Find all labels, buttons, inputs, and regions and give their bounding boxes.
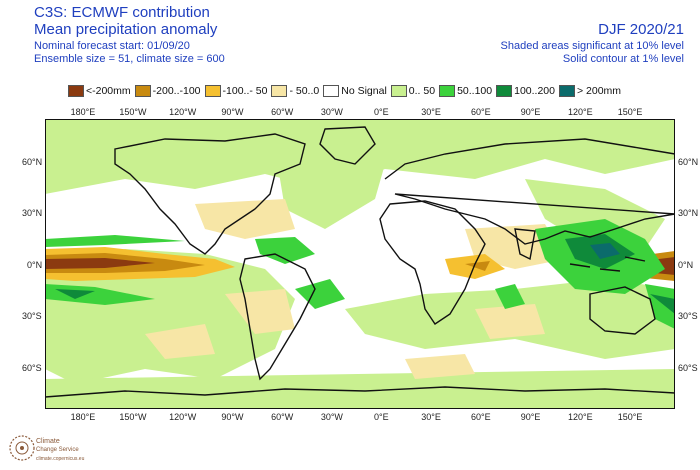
tick-label: 0°E [374, 412, 389, 422]
legend: <-200mm -200..-100 -100..- 50 - 50..0 No Sig… [68, 82, 625, 100]
legend-swatch [68, 85, 84, 97]
tick-label: 30°N [22, 208, 43, 219]
tick-label: 30°N [678, 208, 699, 219]
tick-label: 60°W [271, 412, 294, 422]
anomaly-shading [45, 119, 675, 409]
tick-label: 30°S [678, 311, 698, 322]
tick-label: 0°E [374, 107, 389, 117]
tick-label: 60°W [271, 107, 294, 117]
tick-label: 90°W [221, 107, 244, 117]
tick-label: 60°E [471, 412, 491, 422]
coastlines [45, 126, 675, 398]
legend-label: -200..-100 [152, 85, 201, 97]
legend-label: 100..200 [514, 85, 555, 97]
legend-swatch [134, 85, 151, 97]
legend-item: > 200mm [558, 85, 622, 97]
subtitle: Mean precipitation anomaly [34, 21, 218, 38]
tick-label: 0°N [27, 259, 43, 270]
legend-item: <-200mm [68, 85, 131, 97]
legend-label: -100..- 50 [222, 85, 268, 97]
legend-item: - 50..0 [271, 85, 319, 97]
contour-note: Solid contour at 1% level [562, 53, 684, 65]
legend-swatch [439, 85, 456, 97]
tick-label: 150°W [119, 107, 147, 117]
tick-label: 60°N [678, 156, 699, 167]
tick-label: 150°E [617, 107, 643, 117]
tick-label: 150°W [119, 412, 147, 422]
legend-item: 0.. 50 [390, 85, 436, 97]
logo-line-2: Change Service [36, 447, 79, 453]
tick-label: 90°E [520, 412, 541, 422]
ensemble-size: Ensemble size = 51, climate size = 600 [34, 53, 225, 65]
legend-label: 50..100 [457, 85, 493, 97]
tick-label: 0°N [678, 259, 694, 270]
tick-label: 180°E [70, 107, 96, 117]
tick-label: 60°E [471, 107, 491, 117]
tick-label: 60°S [678, 362, 698, 373]
legend-item: -100..- 50 [204, 85, 268, 97]
legend-swatch [323, 85, 340, 97]
legend-label: > 200mm [576, 85, 622, 97]
legend-label: <-200mm [86, 85, 131, 97]
logo-line-3: climate.copernicus.eu [36, 456, 85, 462]
map-frame [45, 119, 675, 409]
tick-label: 120°E [568, 412, 593, 422]
legend-item: No Signal [323, 85, 387, 97]
title: C3S: ECMWF contribution [34, 4, 210, 21]
legend-item: 100..200 [496, 85, 555, 97]
legend-swatch [558, 85, 575, 97]
tick-label: 120°W [169, 412, 197, 422]
tick-label: 30°W [320, 412, 343, 422]
precipitation-map [45, 119, 675, 409]
tick-label: 60°N [22, 156, 43, 167]
tick-label: 30°S [22, 311, 42, 322]
legend-label: - 50..0 [289, 85, 320, 97]
tick-label: 90°W [221, 412, 244, 422]
tick-label: 30°W [320, 107, 343, 117]
legend-label: 0.. 50 [408, 85, 436, 97]
tick-label: 120°E [568, 107, 593, 117]
legend-item: -200..-100 [134, 85, 201, 97]
legend-swatch [271, 85, 288, 97]
forecast-start: Nominal forecast start: 01/09/20 [34, 40, 190, 52]
tick-label: 150°E [617, 412, 643, 422]
tick-label: 120°W [169, 107, 197, 117]
tick-label: 30°E [421, 412, 441, 422]
significance-note: Shaded areas significant at 10% level [500, 40, 684, 52]
tick-label: 90°E [520, 107, 541, 117]
legend-item: 50..100 [439, 85, 492, 97]
legend-swatch [390, 85, 407, 97]
legend-swatch [496, 85, 513, 97]
logo-line-1: Climate [36, 438, 60, 445]
tick-label: 30°E [421, 107, 441, 117]
copernicus-logo [9, 435, 35, 461]
legend-label: No Signal [341, 85, 387, 97]
season-label: DJF 2020/21 [598, 21, 684, 38]
legend-swatch [204, 85, 221, 97]
tick-label: 60°S [22, 362, 42, 373]
tick-label: 180°E [70, 412, 96, 422]
